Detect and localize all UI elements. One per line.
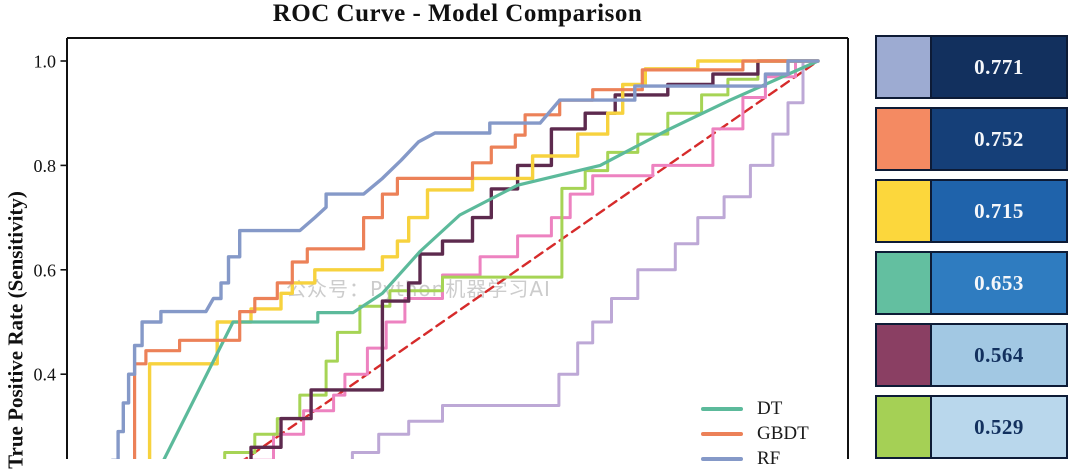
roc-figure: ROC Curve - Model Comparison True Positi… bbox=[4, 0, 1068, 469]
y-axis-ticks: 1.0 0.8 0.6 0.4 bbox=[34, 52, 67, 385]
auc-row: 0.529 bbox=[875, 395, 1068, 459]
roc-curve-maroon bbox=[249, 59, 820, 459]
model-color-swatch bbox=[875, 323, 932, 387]
roc-curve-light-purple bbox=[350, 59, 820, 459]
plot-legend: DT GBDT RF bbox=[701, 396, 809, 471]
roc-curve-dt bbox=[162, 59, 820, 459]
auc-value: 0.715 bbox=[932, 179, 1068, 243]
legend-label: DT bbox=[757, 397, 783, 419]
auc-row: 0.752 bbox=[875, 107, 1068, 171]
auc-row: 0.715 bbox=[875, 179, 1068, 243]
model-color-swatch bbox=[875, 179, 932, 243]
auc-row: 0.771 bbox=[875, 35, 1068, 99]
model-color-swatch bbox=[875, 35, 932, 99]
y-tick-label: 1.0 bbox=[34, 52, 57, 72]
y-tick-label: 0.6 bbox=[34, 260, 57, 280]
y-tick-label: 0.4 bbox=[34, 365, 57, 385]
axes-spines bbox=[66, 37, 849, 459]
legend-item-dt: DT bbox=[701, 396, 809, 421]
auc-row: 0.564 bbox=[875, 323, 1068, 387]
model-color-swatch bbox=[875, 107, 932, 171]
roc-plot-canvas: 1.0 0.8 0.6 0.4 bbox=[34, 37, 849, 459]
roc-curve-pink bbox=[242, 59, 820, 459]
chance-diagonal-line bbox=[243, 59, 820, 459]
y-tick-label: 0.8 bbox=[34, 156, 57, 176]
auc-value: 0.771 bbox=[932, 35, 1068, 99]
roc-curve-rf bbox=[111, 59, 820, 459]
model-color-swatch bbox=[875, 251, 932, 315]
model-color-swatch bbox=[875, 395, 932, 459]
chart-title: ROC Curve - Model Comparison bbox=[272, 0, 643, 27]
auc-value: 0.529 bbox=[932, 395, 1068, 459]
auc-value: 0.564 bbox=[932, 323, 1068, 387]
auc-row: 0.653 bbox=[875, 251, 1068, 315]
roc-curves bbox=[111, 59, 820, 459]
auc-panel: 0.771 0.752 0.715 0.653 0.564 0.529 bbox=[875, 35, 1068, 467]
legend-line-swatch bbox=[701, 431, 743, 436]
auc-value: 0.752 bbox=[932, 107, 1068, 171]
legend-item-gbdt: GBDT bbox=[701, 421, 809, 446]
legend-line-swatch bbox=[701, 406, 743, 411]
auc-value: 0.653 bbox=[932, 251, 1068, 315]
legend-label: GBDT bbox=[757, 422, 809, 444]
roc-curve-yellow bbox=[147, 59, 820, 459]
